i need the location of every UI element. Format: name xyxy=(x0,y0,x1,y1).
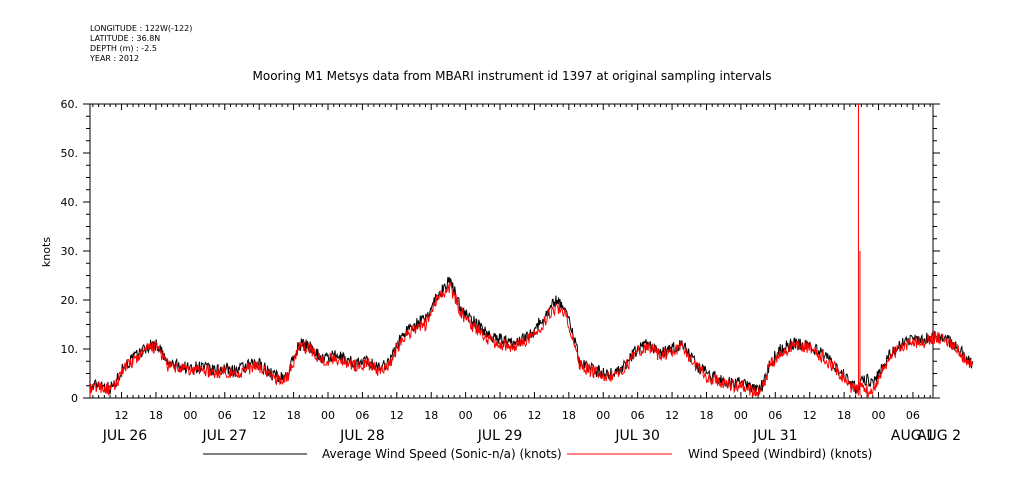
x-hour-label: 00 xyxy=(183,409,197,422)
x-hour-label: 18 xyxy=(562,409,576,422)
legend: Average Wind Speed (Sonic-n/a) (knots) W… xyxy=(203,447,872,461)
x-hour-label: 12 xyxy=(252,409,266,422)
series-line-windbird xyxy=(89,281,974,398)
y-tick-labels: 0 10. 20. 30. 40. 50. 60. xyxy=(61,98,79,405)
y-tick-label: 40. xyxy=(61,196,79,209)
x-hour-label: 00 xyxy=(596,409,610,422)
x-day-label: JUL 27 xyxy=(202,428,247,444)
x-hour-label: 12 xyxy=(803,409,817,422)
x-hour-label: 00 xyxy=(734,409,748,422)
x-tick-labels: 12 18 00 06 12 18 00 06 12 18 00 06 12 18 00 06 12 18 00 06… xyxy=(102,409,961,444)
x-hour-label: 06 xyxy=(493,409,507,422)
plot-frame xyxy=(89,103,934,399)
chart-title: Mooring M1 Metsys data from MBARI instru… xyxy=(253,69,772,83)
meta-year: YEAR : 2012 xyxy=(89,54,139,63)
x-hour-label: 12 xyxy=(527,409,541,422)
legend-label-average: Average Wind Speed (Sonic-n/a) (knots) xyxy=(322,447,562,461)
legend-label-windbird: Wind Speed (Windbird) (knots) xyxy=(688,447,872,461)
x-hour-label: 12 xyxy=(665,409,679,422)
x-hour-label: 12 xyxy=(390,409,404,422)
x-hour-label: 06 xyxy=(355,409,369,422)
x-hour-label: 18 xyxy=(287,409,301,422)
x-day-label: AUG 1 xyxy=(891,428,935,444)
y-tick-label: 50. xyxy=(61,147,79,160)
x-hour-label: 00 xyxy=(321,409,335,422)
y-tick-label: 20. xyxy=(61,294,79,307)
y-tick-label: 60. xyxy=(61,98,79,111)
x-day-label: JUL 26 xyxy=(102,428,148,444)
metadata-block: LONGITUDE : 122W(-122) LATITUDE : 36.8N … xyxy=(89,24,192,63)
y-tick-label: 30. xyxy=(61,245,79,258)
axis-ticks xyxy=(83,103,940,399)
x-day-label: JUL 31 xyxy=(752,428,797,444)
x-hour-label: 18 xyxy=(149,409,163,422)
meta-latitude: LATITUDE : 36.8N xyxy=(90,34,160,43)
x-day-label: AUG 2 xyxy=(917,428,961,444)
x-hour-label: 06 xyxy=(631,409,645,422)
x-hour-label: 18 xyxy=(837,409,851,422)
x-day-label: JUL 28 xyxy=(339,428,384,444)
x-hour-label: 06 xyxy=(218,409,232,422)
y-axis-label: knots xyxy=(40,237,53,267)
y-tick-label: 0 xyxy=(71,392,78,405)
x-hour-label: 06 xyxy=(906,409,920,422)
x-hour-label: 00 xyxy=(872,409,886,422)
x-hour-label: 06 xyxy=(768,409,782,422)
y-tick-label: 10. xyxy=(61,343,79,356)
x-day-label: JUL 29 xyxy=(477,428,522,444)
meta-longitude: LONGITUDE : 122W(-122) xyxy=(90,24,192,33)
x-hour-label: 18 xyxy=(424,409,438,422)
meta-depth: DEPTH (m) : -2.5 xyxy=(90,44,157,53)
series-line-average xyxy=(89,276,974,396)
x-day-label: JUL 30 xyxy=(614,428,659,444)
series-lines xyxy=(89,104,974,398)
x-hour-label: 00 xyxy=(459,409,473,422)
x-hour-label: 12 xyxy=(115,409,129,422)
x-hour-label: 18 xyxy=(699,409,713,422)
